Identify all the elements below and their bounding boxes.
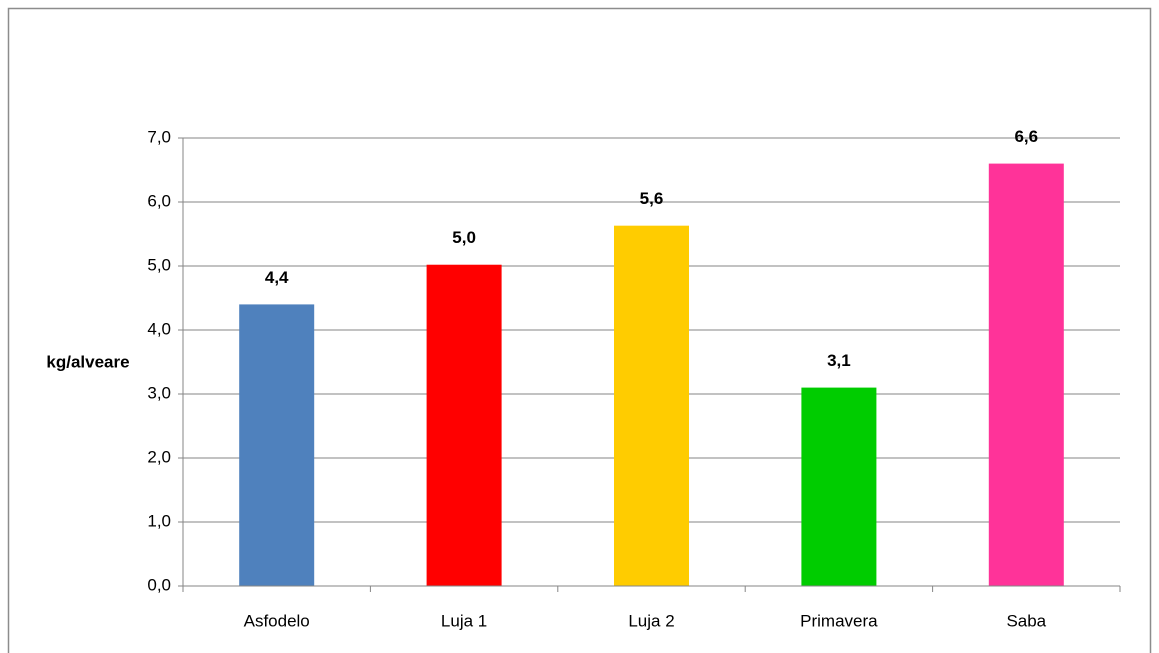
bar <box>239 304 315 586</box>
y-tick-label: 4,0 <box>147 319 171 338</box>
data-label: 6,6 <box>1014 127 1038 146</box>
y-tick-label: 6,0 <box>147 191 171 210</box>
y-tick-label: 2,0 <box>147 447 171 466</box>
bar <box>426 264 502 586</box>
y-tick-label: 5,0 <box>147 255 171 274</box>
bar <box>801 387 877 586</box>
x-tick-label: Asfodelo <box>244 611 310 630</box>
x-tick-label: Saba <box>1006 611 1046 630</box>
bar <box>614 225 689 586</box>
data-label: 5,6 <box>640 189 664 208</box>
x-tick-label: Luja 1 <box>441 611 487 630</box>
chart-frame <box>7 7 1152 653</box>
data-label: 4,4 <box>265 268 289 287</box>
y-tick-label: 3,0 <box>147 383 171 402</box>
y-tick-label: 0,0 <box>147 575 171 594</box>
data-label: 5,0 <box>452 228 476 247</box>
y-axis-label: kg/alveare <box>46 352 129 371</box>
data-label: 3,1 <box>827 351 851 370</box>
bar <box>988 163 1064 586</box>
y-tick-label: 1,0 <box>147 511 171 530</box>
x-tick-label: Luja 2 <box>628 611 674 630</box>
x-tick-label: Primavera <box>800 611 878 630</box>
y-tick-label: 7,0 <box>147 127 171 146</box>
